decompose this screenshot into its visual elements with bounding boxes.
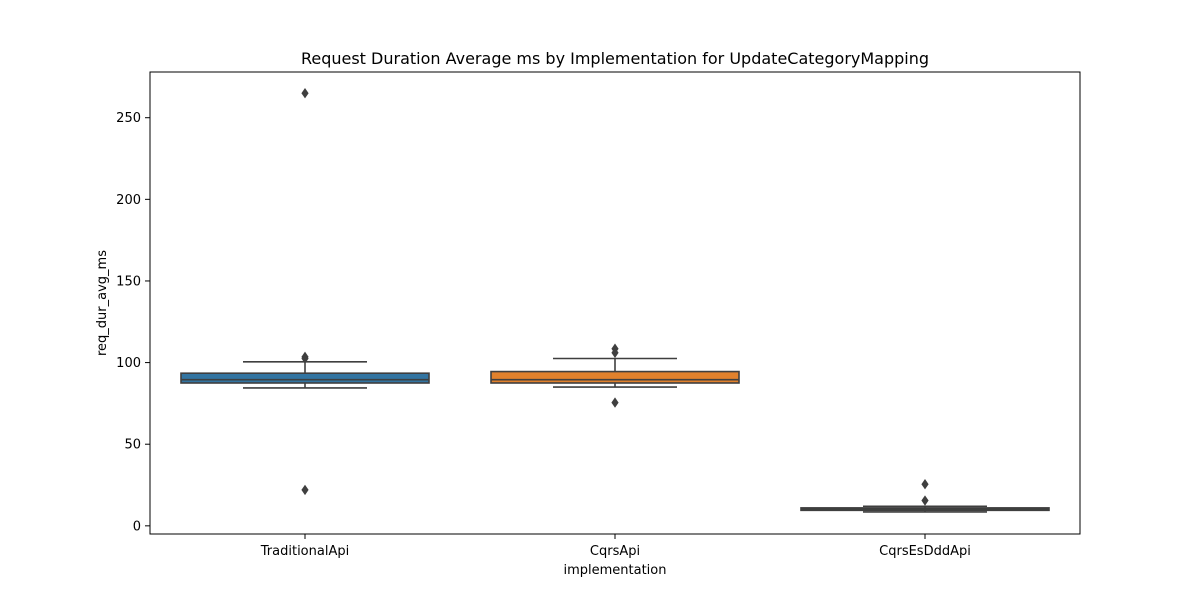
y-axis-label: req_dur_avg_ms [95,250,110,356]
box-iqr [490,370,740,384]
x-tick-label: TraditionalApi [260,544,349,559]
box-group-cqrsesdddapi [800,479,1050,513]
y-tick-label: 100 [116,356,141,371]
box-group-traditionalapi [180,88,430,496]
outlier-point [301,353,309,364]
outlier-point [611,397,619,408]
outlier-point [921,479,929,490]
outlier-point [921,495,929,506]
x-axis-label: implementation [563,563,666,578]
x-tick-label: CqrsApi [590,544,640,559]
outlier-point [301,484,309,496]
outlier-point [301,88,309,99]
axes: 0 50 100 150 200 250 TraditionalApi CqrsApi Cqrs… [116,111,971,559]
y-tick-label: 150 [116,274,141,289]
plot-area [180,88,1050,513]
outlier-point [611,347,619,358]
box-group-cqrsapi [490,343,740,408]
y-tick-label: 200 [116,193,141,208]
y-tick-label: 250 [116,111,141,126]
plot-frame [149,71,1081,535]
x-tick-label: CqrsEsDddApi [879,544,971,559]
chart-title: Request Duration Average ms by Implement… [301,49,929,68]
box-iqr [180,372,430,384]
y-tick-label: 50 [124,438,141,453]
y-tick-label: 0 [133,519,141,534]
